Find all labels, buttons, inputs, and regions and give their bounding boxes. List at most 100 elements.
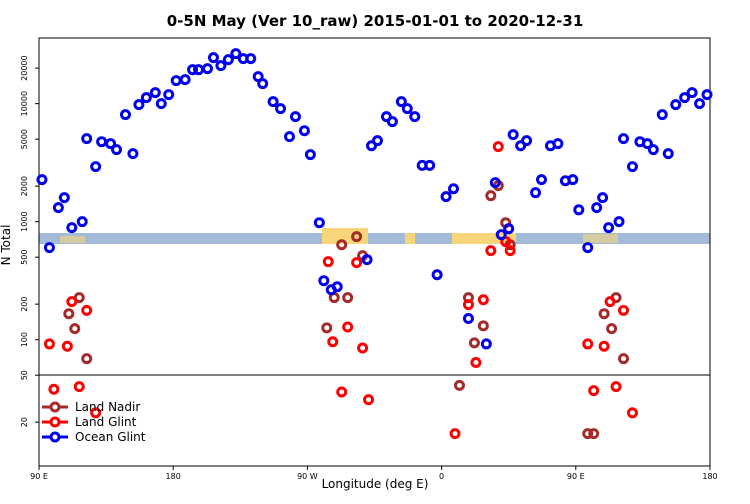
point [81, 353, 93, 365]
y-tick-label: 500 [20, 250, 29, 265]
point [618, 304, 630, 316]
point [119, 109, 131, 121]
point [351, 231, 363, 243]
point [298, 125, 310, 137]
point [318, 275, 330, 287]
point [267, 96, 279, 108]
point [598, 308, 610, 320]
y-axis-label: N Total [0, 225, 13, 266]
point [626, 407, 638, 419]
point [342, 292, 354, 304]
point [449, 428, 461, 440]
point [686, 87, 698, 99]
point [694, 98, 706, 110]
point [462, 313, 474, 325]
point [477, 320, 489, 332]
point [207, 52, 219, 64]
y-tick-label: 2000 [20, 176, 29, 196]
point [610, 381, 622, 393]
point [401, 103, 413, 115]
y-tick-label: 50 [20, 370, 29, 380]
point [187, 64, 199, 76]
point [504, 245, 516, 257]
point [567, 174, 579, 186]
point [90, 161, 102, 173]
point [552, 138, 564, 150]
point [363, 394, 375, 406]
point [284, 131, 296, 143]
point [492, 141, 504, 153]
point [245, 53, 257, 65]
point [336, 239, 348, 251]
point [679, 92, 691, 104]
point [521, 135, 533, 147]
point [582, 242, 594, 254]
x-tick-label: 90 E [567, 472, 585, 481]
y-tick-label: 5000 [20, 129, 29, 149]
point [530, 187, 542, 199]
x-tick-label: 180 [166, 472, 181, 481]
legend-marker [49, 416, 61, 428]
point [573, 204, 585, 216]
point [275, 103, 287, 115]
point [448, 183, 460, 195]
point [495, 229, 507, 241]
point [66, 296, 78, 308]
point [462, 299, 474, 311]
point [36, 174, 48, 186]
point [43, 338, 55, 350]
point [618, 133, 630, 145]
point [43, 242, 55, 254]
point [73, 381, 85, 393]
point [641, 138, 653, 150]
point [618, 353, 630, 365]
point [331, 281, 343, 293]
point [90, 407, 102, 419]
legend-label: Land Nadir [75, 400, 140, 414]
point [480, 338, 492, 350]
point [598, 340, 610, 352]
point [582, 338, 594, 350]
point [351, 257, 363, 269]
point [61, 340, 73, 352]
point [58, 192, 70, 204]
point [327, 336, 339, 348]
point [313, 217, 325, 229]
x-tick-label: 90 E [30, 472, 48, 481]
point [63, 308, 75, 320]
point [155, 98, 167, 110]
point [127, 148, 139, 160]
point [66, 222, 78, 234]
x-tick-label: 0 [439, 472, 444, 481]
point [361, 254, 373, 266]
point [613, 216, 625, 228]
point [604, 296, 616, 308]
legend-label: Land Glint [75, 415, 137, 429]
y-tick-label: 200 [20, 296, 29, 311]
point [588, 385, 600, 397]
point [591, 202, 603, 214]
plot-frame [38, 37, 711, 467]
point [81, 304, 93, 316]
point [304, 149, 316, 161]
point [52, 202, 64, 214]
point [342, 321, 354, 333]
point [289, 111, 301, 123]
point [322, 256, 334, 268]
point [424, 159, 436, 171]
point [48, 383, 60, 395]
point [111, 144, 123, 156]
point [536, 174, 548, 186]
point [395, 96, 407, 108]
x-axis-label: Longitude (deg E) [322, 477, 429, 491]
point [597, 192, 609, 204]
point [431, 269, 443, 281]
point [701, 89, 713, 101]
point [507, 129, 519, 141]
point [485, 245, 497, 257]
point [453, 379, 465, 391]
point [149, 87, 161, 99]
point [503, 223, 515, 235]
point [257, 78, 269, 90]
